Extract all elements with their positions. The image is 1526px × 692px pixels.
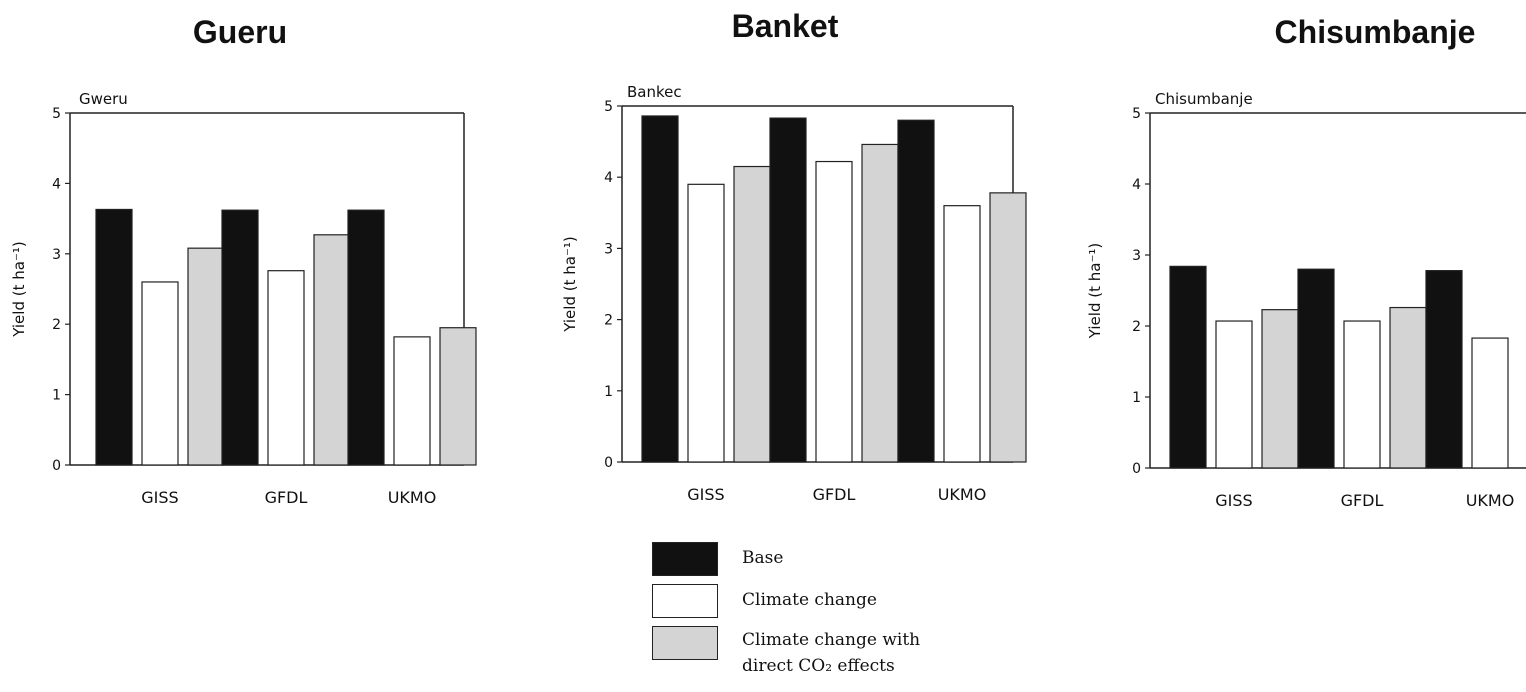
chart3-ytick-label: 4 bbox=[1132, 177, 1141, 193]
chart1-bar-giss-s1 bbox=[95, 208, 133, 466]
legend-label-base: Base bbox=[742, 548, 784, 568]
chart2-ytick-label: 5 bbox=[604, 99, 613, 115]
chart1-bar-ukmo-s2 bbox=[393, 336, 431, 466]
chart1-ytick-label: 4 bbox=[52, 176, 61, 192]
chart2-xtick-label: GFDL bbox=[813, 485, 856, 504]
chart1-ytick-label: 3 bbox=[52, 247, 61, 263]
chart1-bar-gfdl-s1 bbox=[221, 209, 259, 466]
chart2-xtick-label: UKMO bbox=[938, 485, 987, 504]
chart3-ytick-label: 3 bbox=[1132, 248, 1141, 264]
chart2-bar-gfdl-s1 bbox=[769, 117, 807, 463]
chart3-ytick-label: 1 bbox=[1132, 390, 1141, 406]
chart2-bar-giss-s1 bbox=[641, 115, 679, 463]
chart3-y-axis-label: Yield (t ha⁻¹) bbox=[1086, 243, 1104, 339]
chart2-ytick-label: 2 bbox=[604, 313, 613, 329]
chart3-xtick-label: GFDL bbox=[1341, 491, 1384, 510]
chart3-bar-giss-s1 bbox=[1169, 265, 1207, 469]
chart3-bar-gfdl-s3 bbox=[1389, 306, 1427, 469]
chart2-bar-ukmo-s3 bbox=[989, 192, 1027, 463]
chart2-ytick-label: 4 bbox=[604, 170, 613, 186]
chart1-bar-gfdl-s3 bbox=[313, 234, 351, 466]
chart1-panel-title: Gweru bbox=[79, 90, 128, 108]
chart1-bar-ukmo-s1 bbox=[347, 209, 385, 466]
chart3-bar-gfdl-s2 bbox=[1343, 320, 1381, 469]
chart2-bar-giss-s2 bbox=[687, 183, 725, 463]
heading-banket: Banket bbox=[731, 8, 839, 44]
chart3-panel-title: Chisumbanje bbox=[1155, 90, 1253, 108]
chart1-bar-ukmo-s3 bbox=[439, 327, 477, 466]
chart2-ytick-label: 1 bbox=[604, 384, 613, 400]
legend-swatch-climate bbox=[652, 584, 718, 618]
legend-label-climate: Climate change bbox=[742, 590, 877, 610]
legend-label-co2-line1: Climate change with bbox=[742, 630, 921, 650]
legend-swatch-co2 bbox=[652, 626, 718, 660]
heading-gueru: Gueru bbox=[192, 14, 288, 50]
chart3-ytick-label: 2 bbox=[1132, 319, 1141, 335]
chart2-xtick-label: GISS bbox=[687, 485, 724, 504]
chart1-bar-gfdl-s2 bbox=[267, 270, 305, 466]
chart2-bar-ukmo-s2 bbox=[943, 205, 981, 463]
chart1-y-axis-label: Yield (t ha⁻¹) bbox=[10, 241, 28, 337]
chart1-ytick-label: 1 bbox=[52, 388, 61, 404]
chart3-ytick-label: 0 bbox=[1132, 461, 1141, 477]
chart3-bar-giss-s2 bbox=[1215, 320, 1253, 469]
chart3-bar-gfdl-s1 bbox=[1297, 268, 1335, 469]
heading-chisumbanje: Chisumbanje bbox=[1274, 14, 1476, 50]
chart1-ytick-label: 5 bbox=[52, 106, 61, 122]
chart2-bar-gfdl-s3 bbox=[861, 143, 899, 463]
chart2-ytick-label: 3 bbox=[604, 241, 613, 257]
chart3-ytick-label: 5 bbox=[1132, 106, 1141, 122]
chart1-xtick-label: GFDL bbox=[265, 488, 308, 507]
chart3-xtick-label: UKMO bbox=[1466, 491, 1515, 510]
chart1-xtick-label: UKMO bbox=[388, 488, 437, 507]
chart1-bar-giss-s2 bbox=[141, 281, 179, 466]
legend-label-co2-line2: direct CO₂ effects bbox=[742, 656, 895, 676]
chart3-xtick-label: GISS bbox=[1215, 491, 1252, 510]
chart3-bar-ukmo-s1 bbox=[1425, 270, 1463, 469]
chart3-bar-giss-s3 bbox=[1261, 309, 1299, 469]
chart1-ytick-label: 2 bbox=[52, 317, 61, 333]
chart2-bar-gfdl-s2 bbox=[815, 160, 853, 463]
chart3-bar-ukmo-s2 bbox=[1471, 337, 1509, 469]
chart1-bar-giss-s3 bbox=[187, 247, 225, 466]
chart2-ytick-label: 0 bbox=[604, 455, 613, 471]
chart2-y-axis-label: Yield (t ha⁻¹) bbox=[561, 236, 579, 332]
chart1-ytick-label: 0 bbox=[52, 458, 61, 474]
legend-swatch-base bbox=[652, 542, 718, 576]
chart2-bar-ukmo-s1 bbox=[897, 119, 935, 463]
chart2-bar-giss-s3 bbox=[733, 165, 771, 463]
chart2-panel-title: Bankec bbox=[627, 83, 682, 101]
chart1-xtick-label: GISS bbox=[141, 488, 178, 507]
legend: Base Climate change Climate change with … bbox=[652, 538, 952, 688]
